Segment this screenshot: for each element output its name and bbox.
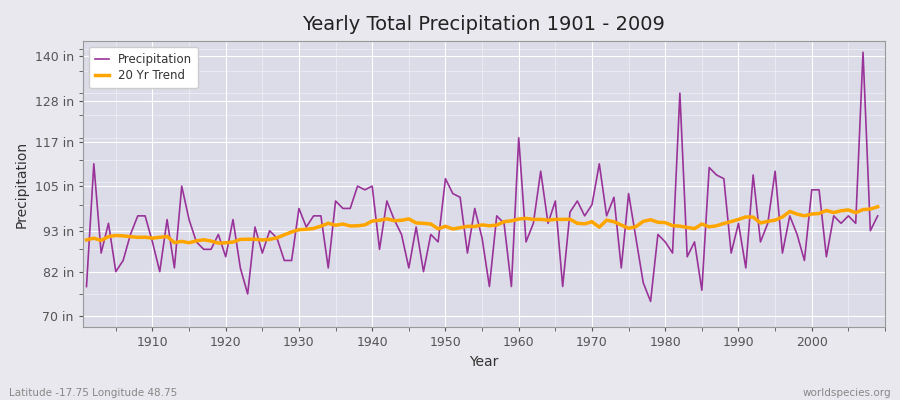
20 Yr Trend <box>140 235 150 240</box>
20 Yr Trend <box>872 204 883 209</box>
Text: worldspecies.org: worldspecies.org <box>803 388 891 398</box>
X-axis label: Year: Year <box>469 355 499 369</box>
Precipitation <box>858 50 868 55</box>
Precipitation <box>506 284 517 289</box>
20 Yr Trend <box>608 219 619 224</box>
Precipitation <box>601 214 612 218</box>
20 Yr Trend <box>520 216 531 221</box>
Text: Latitude -17.75 Longitude 48.75: Latitude -17.75 Longitude 48.75 <box>9 388 177 398</box>
20 Yr Trend <box>213 241 224 246</box>
Line: 20 Yr Trend: 20 Yr Trend <box>86 207 878 243</box>
Legend: Precipitation, 20 Yr Trend: Precipitation, 20 Yr Trend <box>89 47 198 88</box>
Precipitation <box>645 299 656 304</box>
20 Yr Trend <box>81 238 92 242</box>
Y-axis label: Precipitation: Precipitation <box>15 141 29 228</box>
20 Yr Trend <box>513 217 524 222</box>
20 Yr Trend <box>352 223 363 228</box>
Precipitation <box>140 214 150 218</box>
Precipitation <box>513 135 524 140</box>
20 Yr Trend <box>308 226 319 231</box>
Precipitation <box>81 284 92 289</box>
Line: Precipitation: Precipitation <box>86 52 878 301</box>
Precipitation <box>345 206 356 211</box>
Precipitation <box>872 214 883 218</box>
Title: Yearly Total Precipitation 1901 - 2009: Yearly Total Precipitation 1901 - 2009 <box>302 15 665 34</box>
Precipitation <box>301 225 311 230</box>
